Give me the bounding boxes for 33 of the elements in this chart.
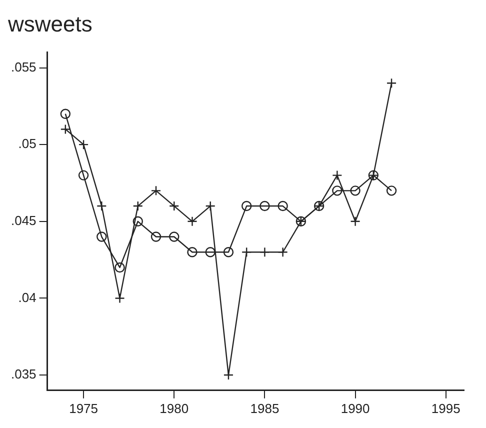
point bbox=[78, 170, 89, 180]
point bbox=[241, 200, 252, 212]
x-tick-label: 1990 bbox=[340, 400, 370, 416]
point bbox=[187, 247, 198, 258]
point bbox=[150, 232, 162, 242]
y-tick-label: .05 bbox=[18, 136, 36, 152]
point bbox=[60, 108, 71, 119]
y-tick-label: .035 bbox=[10, 366, 36, 382]
point bbox=[332, 186, 342, 196]
point bbox=[150, 186, 162, 196]
point bbox=[78, 139, 89, 150]
point bbox=[96, 232, 107, 242]
y-tick-label: .055 bbox=[10, 59, 36, 74]
point bbox=[350, 186, 360, 196]
point bbox=[260, 200, 270, 212]
chart-title: wsweets bbox=[7, 11, 92, 36]
point bbox=[386, 186, 397, 196]
y-tick-label: .04 bbox=[18, 290, 36, 305]
point bbox=[386, 78, 397, 88]
point bbox=[169, 232, 180, 242]
point bbox=[132, 200, 143, 212]
x-tick-label: 1985 bbox=[250, 400, 280, 416]
point bbox=[278, 200, 288, 212]
point bbox=[60, 124, 71, 134]
x-tick-label: 1980 bbox=[160, 400, 189, 416]
point bbox=[205, 247, 216, 258]
y-tick-label: .045 bbox=[10, 212, 36, 228]
point bbox=[223, 247, 234, 258]
x-tick-label: 1975 bbox=[69, 400, 98, 416]
point bbox=[169, 200, 180, 212]
x-tick-label: 1995 bbox=[431, 400, 460, 416]
point bbox=[132, 216, 143, 226]
point bbox=[114, 262, 125, 273]
